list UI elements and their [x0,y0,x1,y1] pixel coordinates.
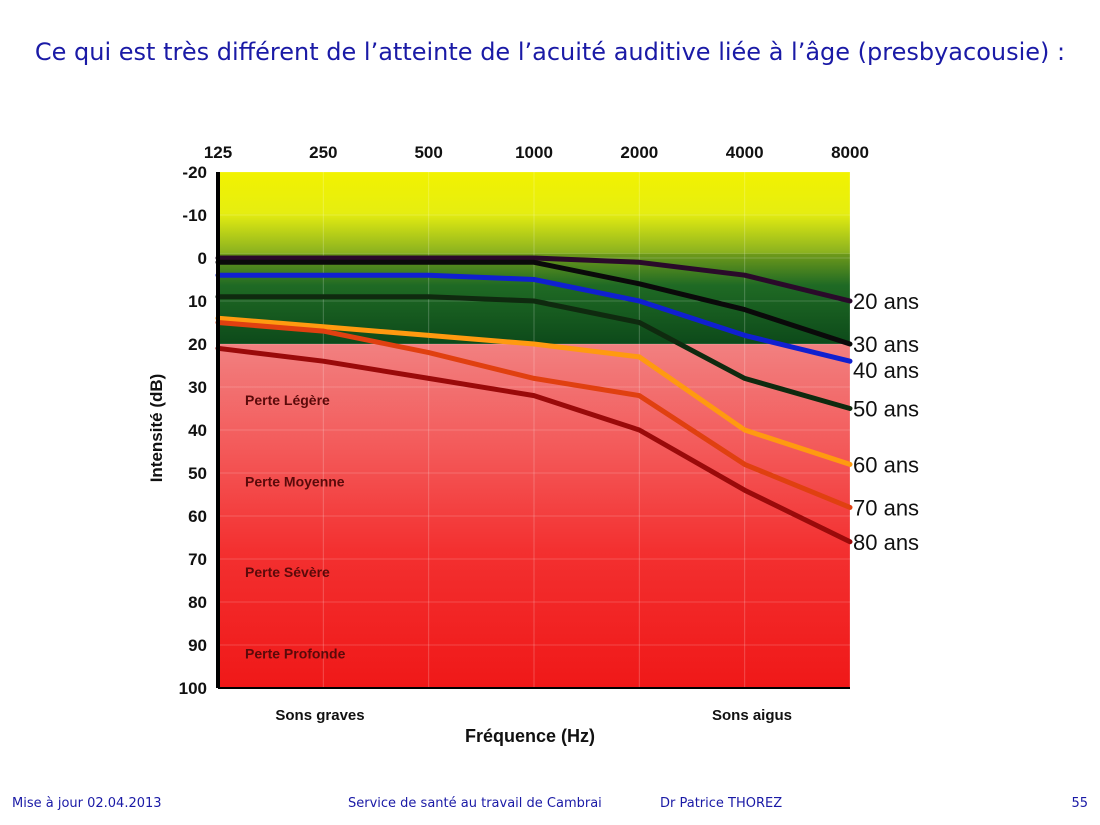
y-tick-label: 40 [188,421,207,440]
series-lines [215,255,853,545]
x-tick-label: 500 [414,143,442,162]
y-tick-label: 60 [188,507,207,526]
x-tick-label: 125 [204,143,232,162]
series-line-40-ans [215,272,853,364]
x-tick-label: 250 [309,143,337,162]
y-tick-label: 20 [188,335,207,354]
zone-band-loss [218,344,850,688]
series-label: 40 ans [853,358,919,383]
y-tick-labels: -20 -10 0 10 20 30 40 50 60 70 80 90 100 [179,163,207,698]
zone-label: Perte Moyenne [245,474,345,490]
series-label: 50 ans [853,397,919,422]
zone-label: Perte Profonde [245,646,346,662]
footer-service: Service de santé au travail de Cambrai [348,796,602,811]
zone-band-normal-high [218,172,850,254]
series-label: 20 ans [853,289,919,314]
footer-author: Dr Patrice THOREZ [660,796,783,811]
series-line-80-ans [215,345,853,545]
x-tick-label: 8000 [831,143,869,162]
axes [216,172,850,689]
series-line-30-ans [215,259,853,347]
zone-label: Perte Sévère [245,564,330,580]
series-line-50-ans [215,294,853,411]
hearing-zones [218,172,850,688]
footer-page-number: 55 [1071,796,1088,811]
x-tick-labels: 125 250 500 1000 2000 4000 8000 [204,143,869,162]
x-tick-label: 1000 [515,143,553,162]
series-line-60-ans [215,315,853,467]
y-tick-label: 10 [188,292,207,311]
y-tick-label: 100 [179,679,207,698]
zone-labels: Perte Légère Perte Moyenne Perte Sévère Per… [245,392,346,662]
y-tick-label: -20 [182,163,207,182]
series-line-70-ans [215,320,853,510]
y-tick-label: 30 [188,378,207,397]
footer-updated: Mise à jour 02.04.2013 [12,796,162,811]
x-annotation-high: Sons aigus [712,707,792,724]
y-tick-label: 50 [188,464,207,483]
zone-label: Perte Légère [245,392,330,408]
y-axis-label: Intensité (dB) [147,374,166,483]
y-tick-label: 80 [188,593,207,612]
series-label: 30 ans [853,332,919,357]
x-tick-label: 4000 [726,143,764,162]
y-tick-label: 90 [188,636,207,655]
slide-title: Ce qui est très différent de l’atteinte … [34,38,1066,66]
series-label: 60 ans [853,452,919,477]
series-label: 70 ans [853,495,919,520]
y-tick-label: 70 [188,550,207,569]
y-tick-label: 0 [198,249,207,268]
series-label: 80 ans [853,530,919,555]
x-axis-label: Fréquence (Hz) [465,726,595,746]
series-line-20-ans [215,255,853,304]
y-tick-label: -10 [182,206,207,225]
x-tick-label: 2000 [620,143,658,162]
x-annotation-low: Sons graves [275,707,364,724]
